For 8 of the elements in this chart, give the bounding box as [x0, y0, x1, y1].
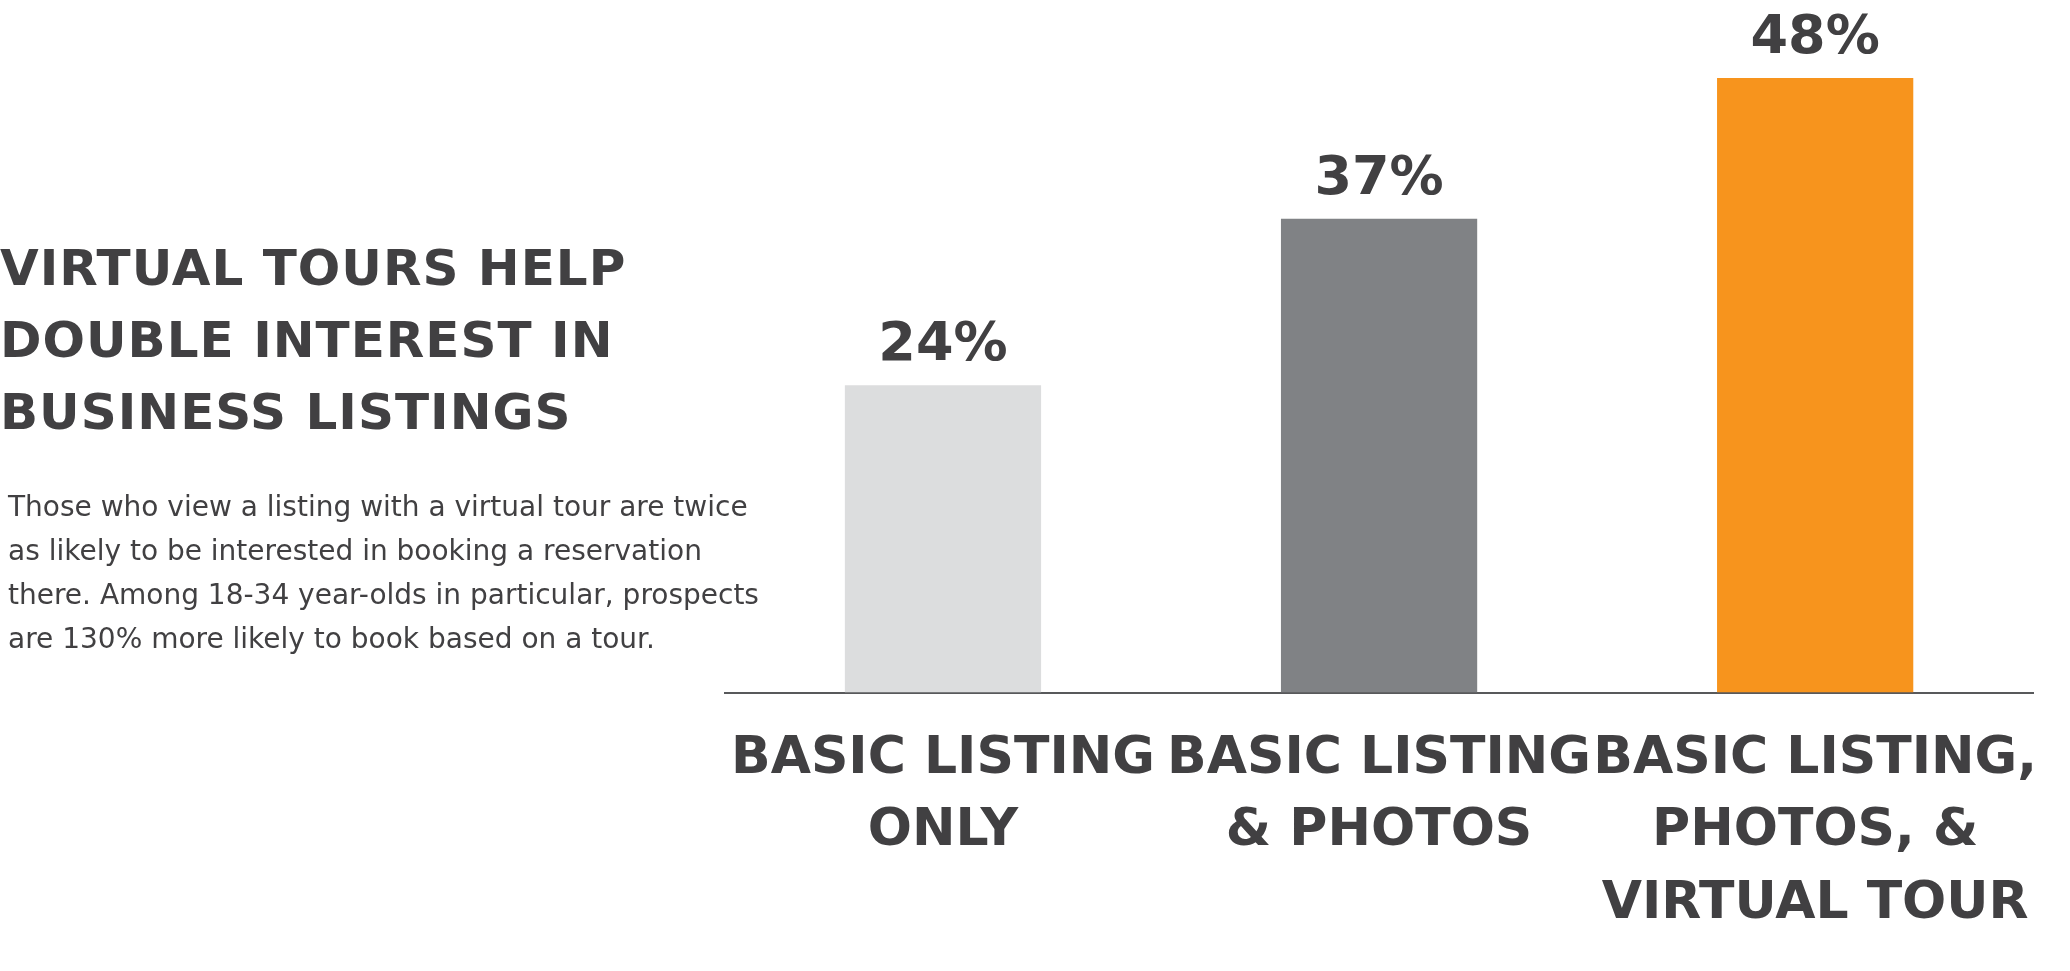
x-tick-label: BASIC LISTING & PHOTOS: [1167, 724, 1592, 858]
data-label: 24%: [878, 310, 1008, 374]
data-label: 48%: [1750, 3, 1880, 67]
x-tick-label: BASIC LISTING ONLY: [731, 724, 1155, 858]
annotation: Those who view a listing with a virtual tour are twice as likely to be interested in booking a reservation there. Among 18-34 year-olds in particular, prospects are 130% more likely to book based on a tour.: [8, 489, 760, 657]
data-label: 37%: [1314, 143, 1444, 207]
x-tick-label: BASIC LISTING, PHOTOS, & VIRTUAL TOUR: [1593, 724, 2037, 931]
text: VIRTUAL TOURS HELP DOUBLE INTEREST IN BUSINESS LISTINGS: [0, 238, 628, 443]
